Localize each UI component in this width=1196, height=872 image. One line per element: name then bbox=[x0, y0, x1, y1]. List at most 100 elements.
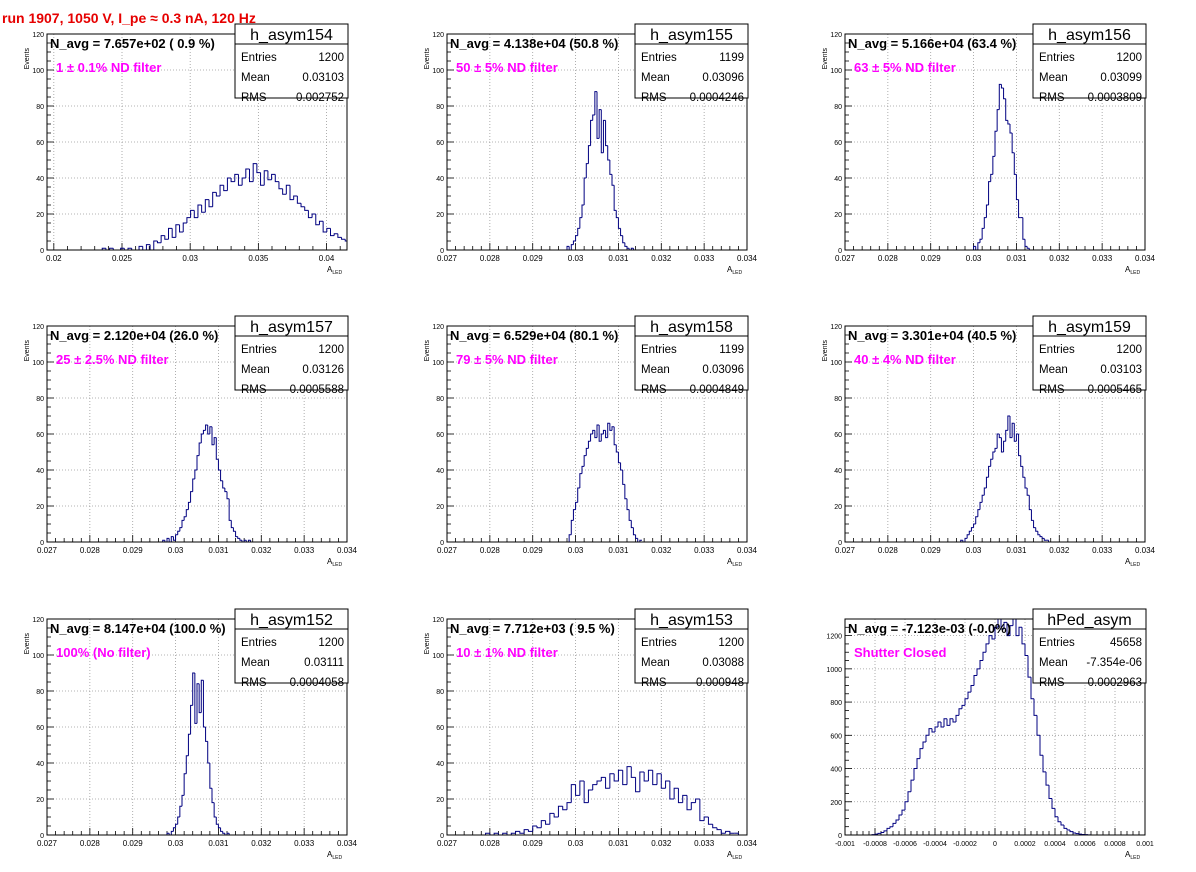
x-axis-title-subscript: LED bbox=[732, 855, 742, 861]
stats-value: 0.03103 bbox=[1100, 364, 1142, 376]
x-axis-title: ALED bbox=[1125, 265, 1140, 276]
histogram-bin bbox=[639, 771, 645, 792]
y-tick-label: 40 bbox=[436, 761, 444, 768]
y-tick-label: 100 bbox=[32, 653, 44, 660]
y-tick-label: 60 bbox=[36, 432, 44, 439]
histogram-bin bbox=[190, 209, 195, 218]
histogram-bin bbox=[166, 537, 170, 542]
x-axis-title-subscript: LED bbox=[1130, 562, 1140, 568]
x-tick-label: 0.028 bbox=[878, 546, 899, 555]
histogram-bin bbox=[977, 242, 980, 250]
histogram-bin bbox=[607, 422, 610, 438]
stats-key: RMS bbox=[1039, 384, 1065, 396]
histogram-bin bbox=[311, 213, 316, 218]
plot-frame bbox=[844, 325, 1146, 543]
histogram-bin bbox=[919, 748, 923, 759]
histogram-bin bbox=[607, 145, 610, 161]
y-tick-label: 1000 bbox=[826, 667, 842, 674]
x-tick-label: 0.034 bbox=[1135, 546, 1156, 555]
histogram-bin bbox=[699, 799, 705, 822]
plot-frame bbox=[46, 325, 348, 543]
histogram-bin bbox=[187, 501, 191, 510]
histogram-bin bbox=[609, 160, 612, 175]
histogram-bin bbox=[985, 643, 989, 653]
histogram-bin bbox=[568, 534, 572, 542]
histogram-bin bbox=[581, 204, 585, 218]
y-tick-label: 400 bbox=[830, 767, 842, 774]
x-tick-label: 0.034 bbox=[737, 254, 758, 263]
histogram-bin bbox=[177, 530, 180, 535]
y-tick-label: 100 bbox=[830, 360, 842, 367]
stats-value: 0.03103 bbox=[302, 72, 344, 84]
x-axis-title-subscript: LED bbox=[332, 855, 342, 861]
histogram-bin bbox=[615, 444, 619, 453]
stats-key: Entries bbox=[641, 344, 677, 356]
histogram-bin bbox=[979, 660, 983, 669]
histogram-bin bbox=[247, 539, 251, 542]
histogram-bin bbox=[579, 217, 582, 229]
histogram-bin bbox=[1013, 423, 1017, 442]
stats-value: 0.0003809 bbox=[1088, 92, 1142, 104]
histogram-bin bbox=[883, 830, 887, 833]
y-tick-label: 0 bbox=[40, 833, 44, 840]
x-axis-title-subscript: LED bbox=[332, 270, 342, 276]
histogram-name: h_asym152 bbox=[250, 612, 333, 629]
histogram-bin bbox=[186, 217, 191, 223]
x-tick-label: 0.029 bbox=[123, 839, 144, 848]
histogram-bin bbox=[602, 119, 606, 153]
histogram-bin bbox=[1036, 715, 1040, 736]
histogram-bin bbox=[192, 478, 195, 492]
y-tick-label: 200 bbox=[830, 800, 842, 807]
x-tick-label: -0.0008 bbox=[863, 841, 887, 848]
histogram-bin bbox=[1048, 785, 1052, 799]
histogram-bin bbox=[994, 130, 998, 157]
histogram-bin bbox=[315, 214, 320, 226]
histogram-bin bbox=[931, 728, 935, 733]
histogram-bin bbox=[682, 794, 687, 803]
histogram-bin bbox=[611, 174, 615, 186]
stats-key: Entries bbox=[641, 52, 677, 64]
histogram-bin bbox=[205, 727, 208, 742]
x-axis-title: ALED bbox=[327, 265, 342, 276]
histogram-bin bbox=[886, 827, 890, 831]
histogram-bin bbox=[160, 235, 165, 243]
histogram-bin bbox=[1013, 152, 1017, 175]
histogram-bin bbox=[975, 516, 978, 524]
histogram-bin bbox=[635, 777, 640, 793]
x-tick-label: 0.03 bbox=[168, 839, 184, 848]
x-tick-label: 0.034 bbox=[337, 839, 358, 848]
y-tick-label: 600 bbox=[830, 733, 842, 740]
y-tick-label: 20 bbox=[436, 504, 444, 511]
histogram-bin bbox=[970, 684, 974, 693]
y-tick-label: 20 bbox=[834, 504, 842, 511]
stats-key: Mean bbox=[1039, 72, 1068, 84]
histogram-bin bbox=[1020, 455, 1023, 467]
histogram-panel-h_asym156: 0.027 0.028 0.029 0.03 0.031 0.032 0.033 0.034 0… bbox=[822, 23, 1156, 276]
histogram-bin bbox=[243, 539, 247, 542]
stats-key: RMS bbox=[1039, 92, 1065, 104]
histogram-bin bbox=[583, 455, 587, 467]
histogram-name: h_asym157 bbox=[250, 319, 333, 336]
y-tick-label: 120 bbox=[32, 324, 44, 331]
histogram-bin bbox=[217, 459, 221, 471]
histogram-bin bbox=[545, 820, 550, 825]
histogram-bin bbox=[200, 679, 204, 713]
histogram-bin bbox=[587, 145, 591, 164]
histogram-bin bbox=[549, 812, 555, 825]
x-tick-label: 0.032 bbox=[251, 546, 272, 555]
histogram-bin bbox=[982, 651, 986, 661]
histogram-bin bbox=[553, 813, 559, 818]
histogram-bin bbox=[249, 169, 254, 183]
histogram-bin bbox=[224, 488, 227, 493]
y-tick-label: 80 bbox=[36, 104, 44, 111]
histogram-bin bbox=[979, 238, 983, 243]
histogram-bin bbox=[211, 788, 215, 804]
histogram-bin bbox=[562, 806, 567, 811]
y-tick-label: 20 bbox=[436, 212, 444, 219]
x-tick-label: 0.029 bbox=[921, 254, 942, 263]
histogram-bin bbox=[695, 798, 700, 803]
histogram-bin bbox=[660, 773, 666, 789]
histogram-bin bbox=[330, 228, 335, 237]
histogram-bin bbox=[179, 805, 182, 817]
filter-label: 40 ± 4% ND filter bbox=[854, 352, 956, 367]
